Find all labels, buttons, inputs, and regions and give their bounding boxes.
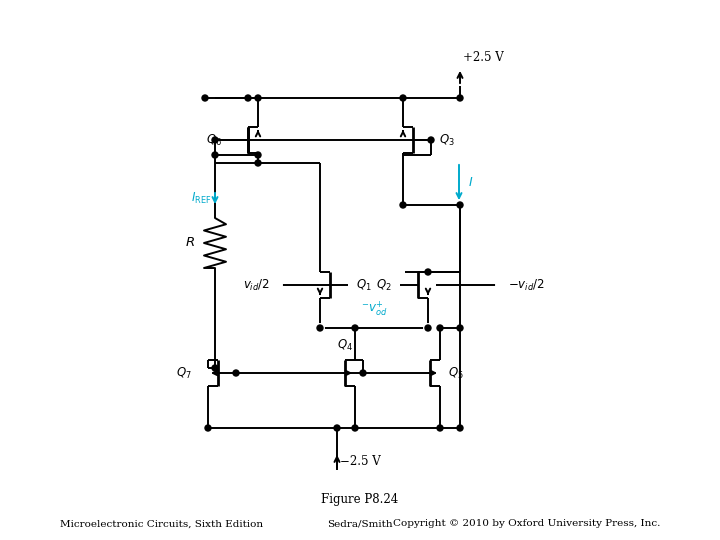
Text: Figure P8.24: Figure P8.24 [321,494,399,507]
Circle shape [428,137,434,143]
Circle shape [202,95,208,101]
Text: $I$: $I$ [468,177,473,190]
Circle shape [360,370,366,376]
Text: $I_{\rm REF}$: $I_{\rm REF}$ [192,191,212,206]
Circle shape [400,202,406,208]
Text: $Q_5$: $Q_5$ [448,366,464,381]
Text: $-v_{id}/2$: $-v_{id}/2$ [508,278,544,293]
Circle shape [255,95,261,101]
Circle shape [496,281,504,289]
Circle shape [212,365,218,371]
Circle shape [334,425,340,431]
Text: $R$: $R$ [185,237,195,249]
Circle shape [233,370,239,376]
Circle shape [245,95,251,101]
Text: $Q_6$: $Q_6$ [206,132,222,147]
Text: Microelectronic Circuits, Sixth Edition: Microelectronic Circuits, Sixth Edition [60,519,263,529]
Circle shape [457,425,463,431]
Circle shape [352,425,358,431]
Text: $Q_3$: $Q_3$ [439,132,455,147]
Circle shape [400,95,406,101]
Circle shape [255,160,261,166]
Circle shape [205,425,211,431]
Circle shape [425,325,431,331]
Circle shape [255,152,261,158]
Text: $Q_7$: $Q_7$ [176,366,192,381]
Circle shape [437,425,443,431]
Text: Copyright © 2010 by Oxford University Press, Inc.: Copyright © 2010 by Oxford University Pr… [392,519,660,529]
Text: $^{-}v_{od}^{+}$: $^{-}v_{od}^{+}$ [361,299,387,318]
Circle shape [457,202,463,208]
Text: $Q_2$: $Q_2$ [377,278,392,293]
Circle shape [274,281,282,289]
Text: −2.5 V: −2.5 V [340,455,381,468]
Text: $v_{id}/2$: $v_{id}/2$ [243,278,270,293]
Circle shape [352,325,358,331]
Circle shape [437,325,443,331]
Circle shape [317,325,323,331]
Text: $Q_4$: $Q_4$ [337,338,353,353]
Circle shape [212,137,218,143]
Circle shape [316,324,324,332]
Text: $Q_1$: $Q_1$ [356,278,372,293]
Text: Sedra/Smith: Sedra/Smith [327,519,393,529]
Circle shape [457,95,463,101]
Circle shape [424,324,432,332]
Text: +2.5 V: +2.5 V [463,51,504,64]
Circle shape [212,152,218,158]
Circle shape [425,269,431,275]
Circle shape [457,325,463,331]
